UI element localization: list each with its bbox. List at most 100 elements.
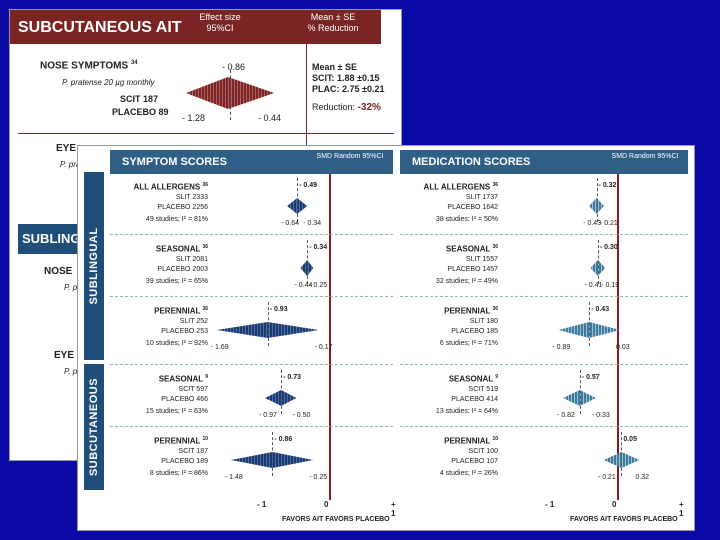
med-effect-value: - 0.57 [581, 374, 600, 381]
med-row-studies: 13 studies; I² = 64% [435, 408, 498, 415]
med-row-n1: SLIT 1557 [465, 256, 498, 263]
sym-row-divider [110, 426, 393, 427]
med-row-label: ALL ALLERGENS 36 [423, 182, 498, 192]
back-pp2: P. p [64, 367, 78, 376]
medication-forest-panel: ALL ALLERGENS 36 SLIT 1737 PLACEBO 1642 38 … [400, 174, 688, 518]
med-ci-low: - 0.89 [552, 344, 571, 351]
medication-smd-label: SMD Random 95%CI [610, 153, 680, 161]
med-row-n1: SCIT 519 [468, 386, 498, 393]
sym-ci-low: - 1.48 [224, 474, 243, 481]
back-nose-effect: - 0.86 [222, 62, 246, 72]
sym-row-divider [110, 296, 393, 297]
back-nose-lo: - 1.28 [182, 113, 206, 123]
back-stats-title: Mean ± SE [312, 62, 357, 72]
med-row-n2: PLACEBO 414 [451, 396, 498, 403]
med-row-n1: SLIT 1737 [465, 194, 498, 201]
med-ci-low: - 0.43 [583, 220, 602, 227]
sym-row-n1: SCIT 597 [178, 386, 208, 393]
subcutaneous-band: SUBCUTANEOUS [84, 364, 104, 490]
med-ci-high: 0.03 [616, 344, 630, 351]
sym-row-divider [110, 234, 393, 235]
sym-effect-value: - 0.93 [269, 306, 288, 313]
back-reduction: Reduction: -32% [312, 102, 381, 113]
sym-row-label: SEASONAL 9 [158, 374, 208, 384]
sym-x-tick: + 1 [391, 500, 396, 518]
med-row-ref: 9 [495, 374, 498, 380]
sym-ci-high: - 0.34 [303, 220, 322, 227]
med-effect-value: - 0.30 [599, 244, 618, 251]
med-row-label: SEASONAL 9 [448, 374, 498, 384]
med-ci-low: - 0.82 [557, 412, 575, 419]
symptom-smd-text: SMD Random 95%CI [316, 153, 384, 160]
sym-ci-low: - 0.44 [294, 282, 313, 289]
back-stats-plac: PLAC: 2.75 ±0.21 [312, 84, 385, 94]
back-slide-header: SUBCUTANEOUS AIT Effect size 95%CI Mean ±… [10, 10, 381, 44]
med-row-label: PERENNIAL 10 [444, 436, 498, 446]
med-x-tick: 0 [612, 500, 617, 509]
back-nose-hi: - 0.44 [258, 113, 282, 123]
medication-favors-placebo: FAVORS PLACEBO [613, 516, 678, 523]
sym-row-ref: 10 [202, 436, 208, 442]
back-eye-species: P. prate [60, 160, 87, 169]
sym-effect-value: - 0.34 [309, 244, 328, 251]
medication-scores-header: MEDICATION SCORES SMD Random 95%CI [400, 150, 688, 174]
sym-effect-dash [272, 432, 274, 476]
med-row-label: SEASONAL 36 [445, 244, 498, 254]
symptom-scores-title: SYMPTOM SCORES [122, 156, 227, 168]
sublingual-band: SUBLINGUAL [84, 172, 104, 360]
medication-favors-ait: FAVORS AIT [570, 516, 612, 523]
med-row-n2: PLACEBO 1642 [447, 204, 498, 211]
back-col2-sub: % Reduction [307, 23, 359, 33]
back-nose-title: NOSE SYMPTOMS 34 [40, 60, 138, 71]
sym-effect-dash [267, 302, 269, 346]
med-row-n2: PLACEBO 1457 [447, 266, 498, 273]
sym-row-studies: 15 studies; I² = 63% [145, 408, 208, 415]
back-stats-scit: SCIT: 1.88 ±0.15 [312, 73, 380, 83]
back-pp1: P. p [64, 283, 78, 292]
back-divider [306, 44, 307, 154]
med-row-n1: SLIT 180 [469, 318, 498, 325]
med-row-n2: PLACEBO 185 [451, 328, 498, 335]
med-row-n1: SCIT 100 [468, 448, 498, 455]
sym-row-label: SEASONAL 36 [155, 244, 208, 254]
back-nose-scit: SCIT 187 [120, 94, 159, 104]
med-effect-dash [579, 370, 581, 414]
sym-effect-value: - 0.73 [283, 374, 301, 381]
back-eye2: EYE [54, 350, 75, 361]
back-col2-label: Mean ± SE [310, 12, 356, 22]
back-subling-header [18, 224, 84, 254]
back-row-divider [18, 133, 394, 134]
back-eye-title: EYE [56, 143, 77, 154]
sym-row-studies: 49 studies; I² = 81% [145, 216, 208, 223]
back-col1-header: Effect size 95%CI [190, 12, 250, 34]
subcutaneous-label: SUBCUTANEOUS [88, 377, 100, 477]
med-ci-high: - 0.21 [599, 220, 618, 227]
med-zero-line [617, 174, 619, 500]
sym-effect-value: - 0.49 [299, 182, 318, 189]
symptom-favors-labels: FAVORS AIT FAVORS PLACEBO [282, 516, 390, 523]
sym-ci-low: - 0.97 [259, 412, 277, 419]
med-ci-high: 0.32 [635, 474, 650, 481]
sym-ci-high: - 0.17 [314, 344, 333, 351]
sym-row-n1: SCIT 187 [178, 448, 208, 455]
med-row-ref: 10 [492, 436, 498, 442]
sym-row-ref: 9 [205, 374, 208, 380]
sym-row-label: PERENNIAL 36 [154, 306, 208, 316]
back-col2-header: Mean ± SE% Reduction [298, 12, 368, 34]
med-row-ref: 36 [492, 306, 498, 312]
sym-effect-dash [281, 370, 283, 414]
sym-row-ref: 36 [202, 306, 208, 312]
sym-row-divider [110, 364, 393, 365]
sym-row-ref: 36 [202, 182, 208, 188]
sym-row-n2: PLACEBO 253 [161, 328, 208, 335]
symptom-forest-panel: ALL ALLERGENS 36 SLIT 2333 PLACEBO 2256 49 … [110, 174, 396, 518]
sym-effect-dash [297, 178, 299, 222]
med-effect-dash [589, 302, 591, 346]
sym-row-n2: PLACEBO 2003 [157, 266, 208, 273]
back-nose-title-text: NOSE SYMPTOMS [40, 60, 129, 72]
sym-effect-diamond [230, 452, 314, 468]
sym-row-label: ALL ALLERGENS 36 [133, 182, 208, 192]
back-subling-title: SUBLING [22, 231, 81, 246]
med-row-ref: 36 [492, 182, 498, 188]
symptom-scores-header: SYMPTOM SCORES SMD Random 95%CI [110, 150, 393, 174]
